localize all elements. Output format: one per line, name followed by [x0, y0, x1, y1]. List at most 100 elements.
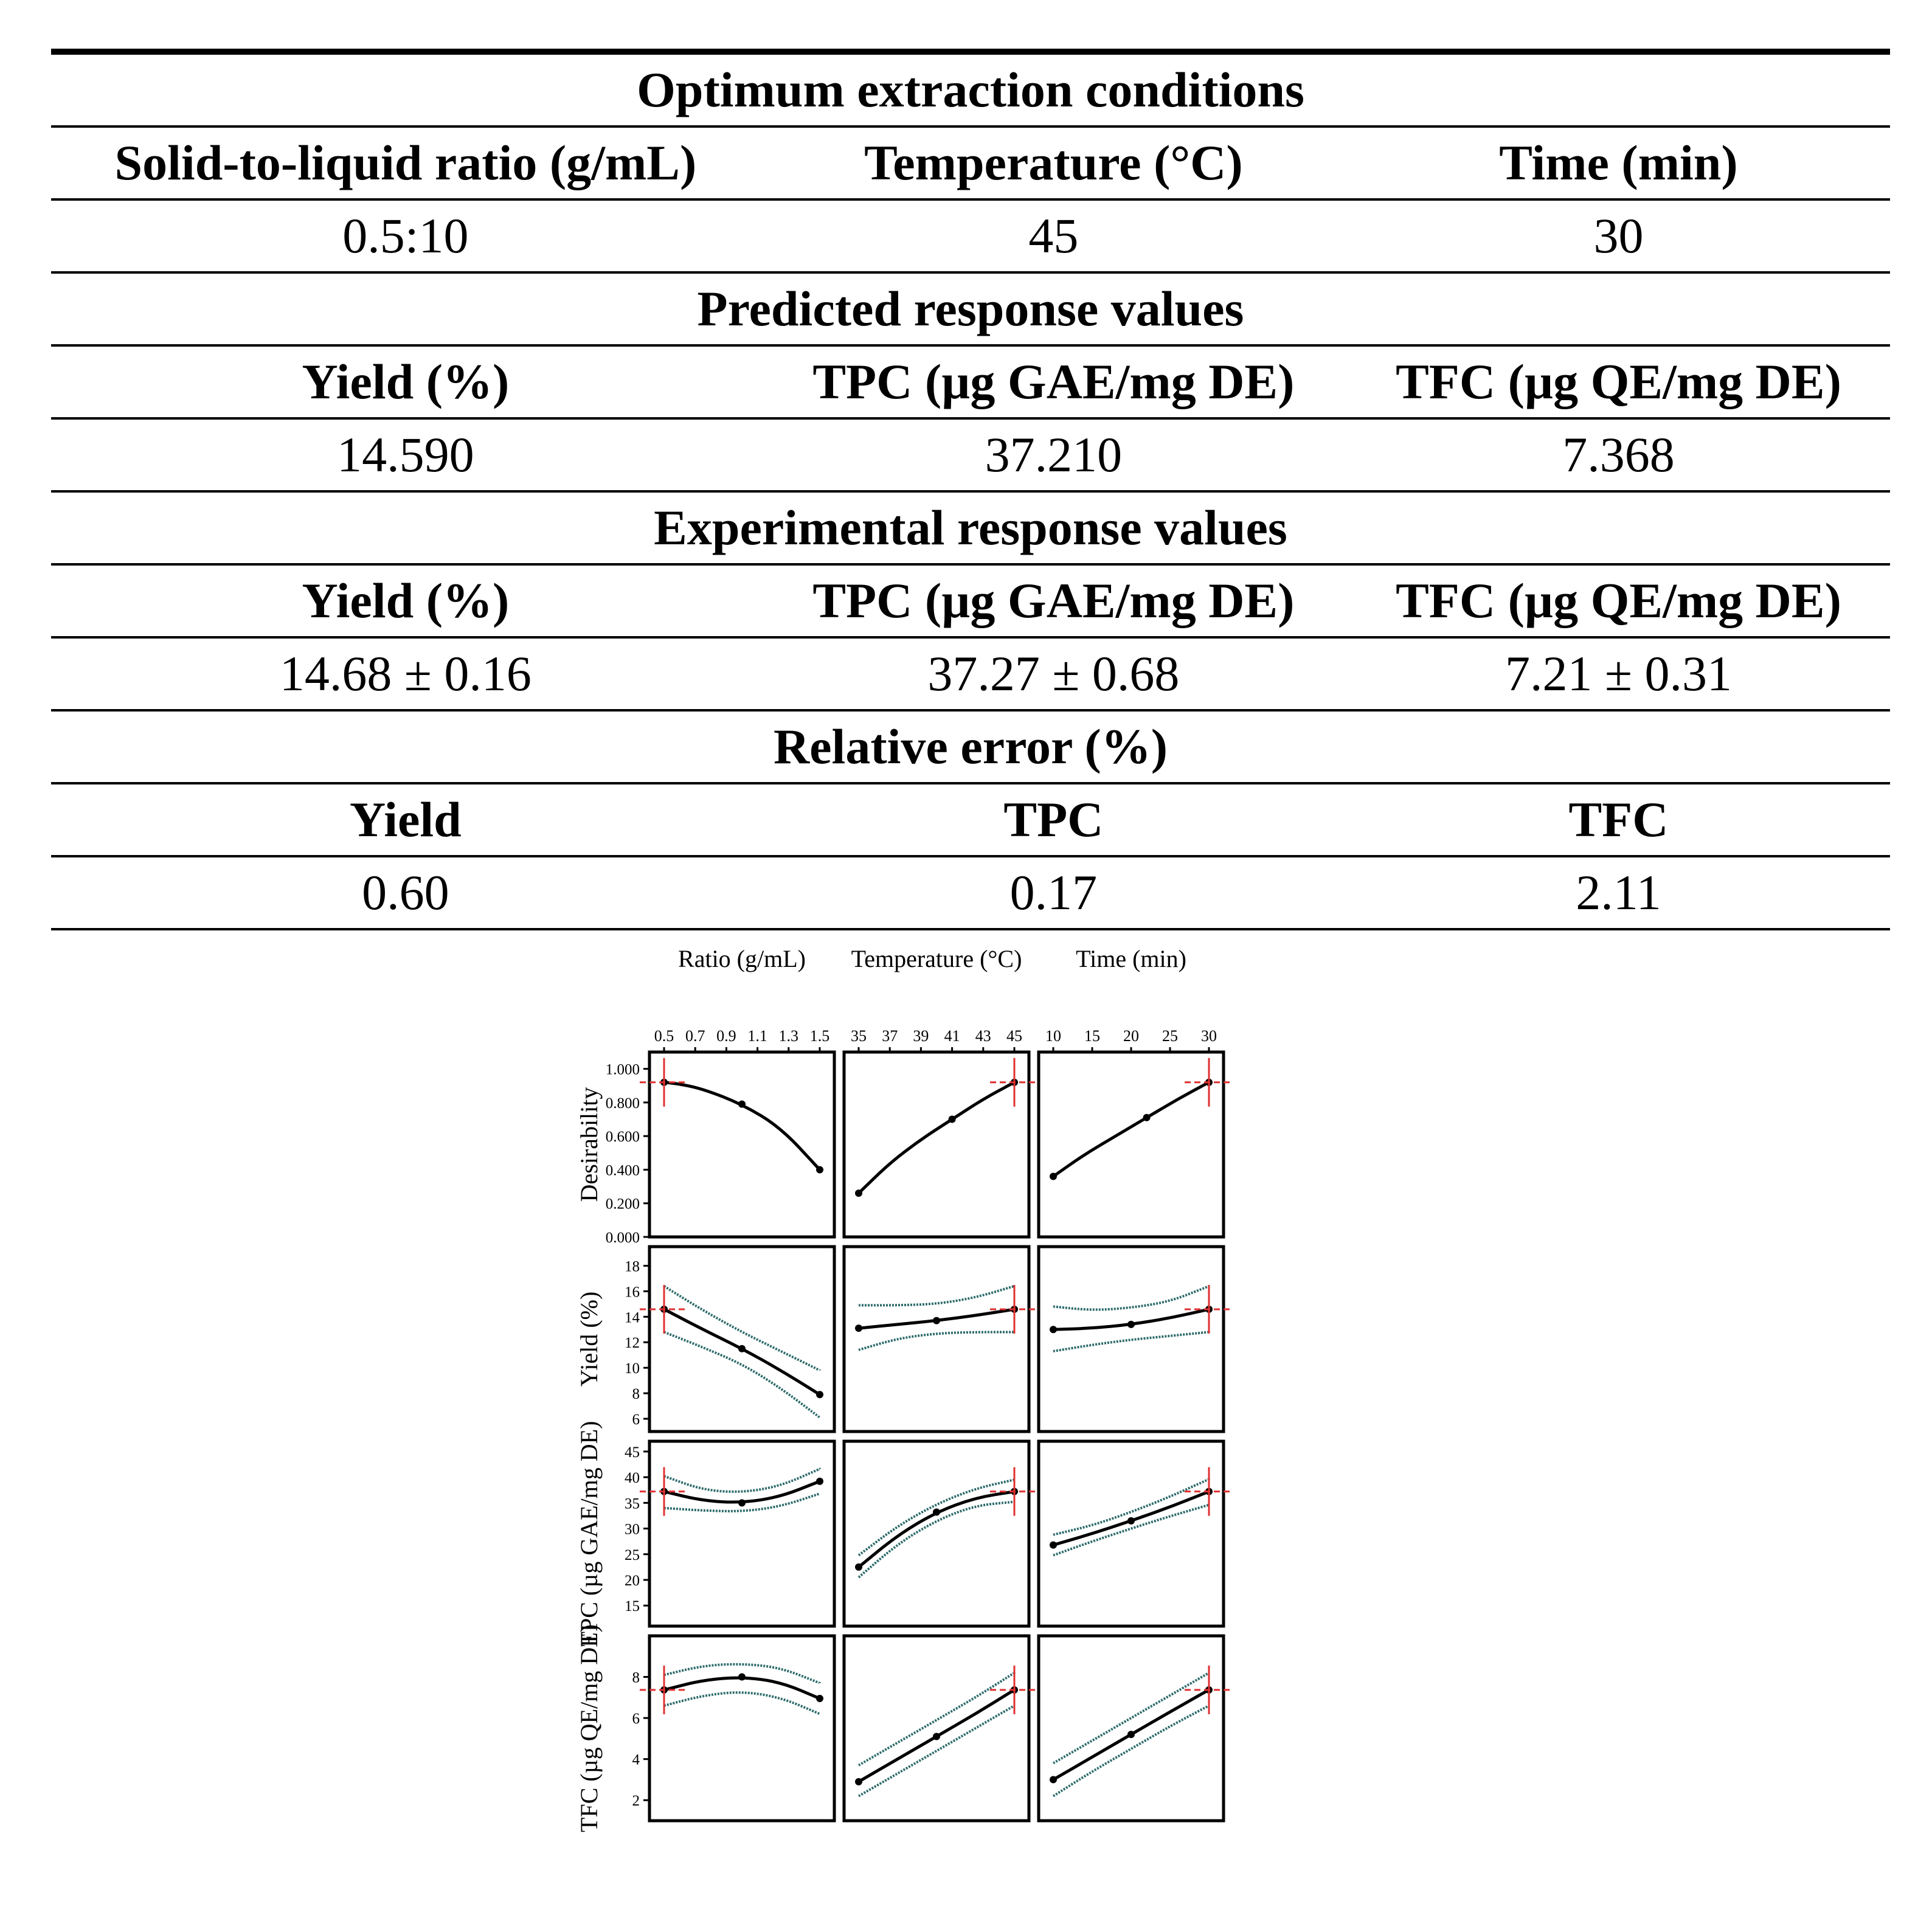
section-title-relative-error: Relative error (%): [51, 710, 1890, 784]
curve-point: [1127, 1517, 1135, 1525]
lower-confidence-curve: [1053, 1503, 1210, 1557]
curve-point: [1050, 1776, 1057, 1784]
header-cell: Yield: [51, 783, 760, 857]
x-tick-label: 35: [851, 1027, 867, 1045]
y-tick-label: 12: [625, 1335, 640, 1351]
curve-point: [1127, 1320, 1135, 1328]
curve-point: [933, 1508, 940, 1516]
y-tick-label: 0.000: [606, 1230, 640, 1246]
curve-point: [1050, 1326, 1057, 1334]
header-row: Solid-to-liquid ratio (g/mL) Temperature…: [51, 126, 1890, 201]
y-tick-label: 0.800: [606, 1095, 640, 1112]
x-tick-label: 10: [1045, 1027, 1061, 1045]
curve-point: [948, 1115, 956, 1123]
plot-panel-frame: [842, 1245, 1031, 1433]
header-cell: TFC: [1346, 783, 1890, 857]
upper-confidence-curve: [663, 1467, 821, 1493]
curve-point: [738, 1499, 746, 1507]
column-label: Time (min): [1076, 945, 1186, 972]
curve-point: [1050, 1172, 1057, 1180]
curve-point: [816, 1477, 823, 1485]
value-cell: 7.21 ± 0.31: [1346, 637, 1890, 712]
curve-point: [816, 1391, 823, 1399]
y-tick-label: 4: [632, 1752, 640, 1768]
curve-point: [738, 1100, 746, 1108]
value-cell: 45: [760, 199, 1347, 274]
response-curve: [1052, 1081, 1211, 1178]
section-title-predicted: Predicted response values: [51, 272, 1890, 347]
response-curve: [857, 1081, 1016, 1194]
y-tick-label: 6: [632, 1411, 640, 1428]
value-row: 14.590 37.210 7.368: [51, 418, 1890, 493]
upper-confidence-curve: [857, 1671, 1016, 1767]
plot-panel-frame: [1037, 1634, 1225, 1823]
lower-confidence-curve: [858, 1331, 1014, 1351]
row-label: TPC (µg GAE/mg DE): [575, 1421, 603, 1647]
x-tick-label: 20: [1123, 1027, 1139, 1045]
header-cell: TPC (µg GAE/mg DE): [760, 345, 1347, 420]
x-tick-label: 1.3: [779, 1027, 799, 1045]
plot-panel-frame: [648, 1439, 836, 1628]
curve-point: [933, 1733, 940, 1740]
value-cell: 0.17: [760, 856, 1347, 930]
value-cell: 37.210: [760, 418, 1347, 493]
header-cell: TFC (µg QE/mg DE): [1346, 345, 1890, 420]
results-table-container: Optimum extraction conditions Solid-to-l…: [51, 49, 1890, 930]
y-tick-label: 6: [632, 1711, 640, 1727]
curve-point: [738, 1345, 746, 1352]
upper-confidence-curve: [1053, 1285, 1210, 1311]
y-tick-label: 0.600: [606, 1129, 640, 1145]
section-title-experimental: Experimental response values: [51, 491, 1890, 566]
header-cell: Solid-to-liquid ratio (g/mL): [51, 126, 760, 201]
plot-panel-frame: [648, 1245, 836, 1433]
curve-point: [738, 1673, 746, 1681]
x-tick-label: 0.9: [716, 1027, 736, 1045]
x-tick-label: 45: [1006, 1027, 1022, 1045]
value-row: 0.5:10 45 30: [51, 199, 1890, 274]
y-tick-label: 45: [625, 1444, 640, 1461]
y-tick-label: 16: [625, 1284, 640, 1300]
optimization-results-table: Optimum extraction conditions Solid-to-l…: [51, 49, 1890, 930]
upper-confidence-curve: [1053, 1478, 1210, 1536]
curve-point: [855, 1563, 862, 1571]
value-row: 14.68 ± 0.16 37.27 ± 0.68 7.21 ± 0.31: [51, 637, 1890, 712]
lower-confidence-curve: [663, 1492, 821, 1512]
plot-panel-frame: [1037, 1245, 1225, 1433]
header-row: Yield (%) TPC (µg GAE/mg DE) TFC (µg QE/…: [51, 564, 1890, 639]
section-title-optimum-conditions: Optimum extraction conditions: [51, 49, 1890, 128]
value-cell: 30: [1346, 199, 1890, 274]
lower-confidence-curve: [857, 1500, 1015, 1579]
curve-point: [816, 1166, 823, 1174]
y-tick-label: 8: [632, 1670, 640, 1686]
plot-panel-frame: [842, 1439, 1031, 1628]
header-cell: TPC (µg GAE/mg DE): [760, 564, 1347, 639]
y-tick-label: 40: [625, 1470, 640, 1486]
y-tick-label: 2: [632, 1793, 640, 1809]
optimization-plot: Ratio (g/mL) 0.5 0.7 0.9 1.1 1.3 1.5 Temperatur…: [547, 924, 1314, 1913]
lower-confidence-curve: [663, 1691, 821, 1716]
plot-panel-frame: [842, 1634, 1031, 1823]
upper-confidence-curve: [857, 1478, 1015, 1557]
plot-panel-frame: [648, 1634, 836, 1823]
upper-confidence-curve: [663, 1663, 821, 1684]
section-title-row: Relative error (%): [51, 710, 1890, 784]
plot-panel-frame: [1037, 1439, 1225, 1628]
plot-panel-frame: [1037, 1050, 1225, 1239]
value-cell: 0.5:10: [51, 199, 760, 274]
curve-point: [1127, 1731, 1135, 1739]
x-tick-label: 0.7: [685, 1027, 705, 1045]
header-cell: Temperature (°C): [760, 126, 1347, 201]
row-label: Yield (%): [575, 1292, 603, 1387]
y-tick-label: 0.400: [606, 1162, 640, 1179]
header-cell: TFC (µg QE/mg DE): [1346, 564, 1890, 639]
curve-point: [816, 1695, 823, 1703]
upper-confidence-curve: [663, 1285, 821, 1372]
column-label: Ratio (g/mL): [678, 945, 806, 972]
y-tick-label: 10: [625, 1360, 640, 1377]
y-tick-label: 35: [625, 1495, 640, 1512]
curve-point: [855, 1189, 862, 1197]
y-tick-label: 30: [625, 1522, 640, 1538]
value-cell: 0.60: [51, 856, 760, 930]
x-tick-label: 15: [1084, 1027, 1100, 1045]
y-tick-label: 20: [625, 1573, 640, 1589]
